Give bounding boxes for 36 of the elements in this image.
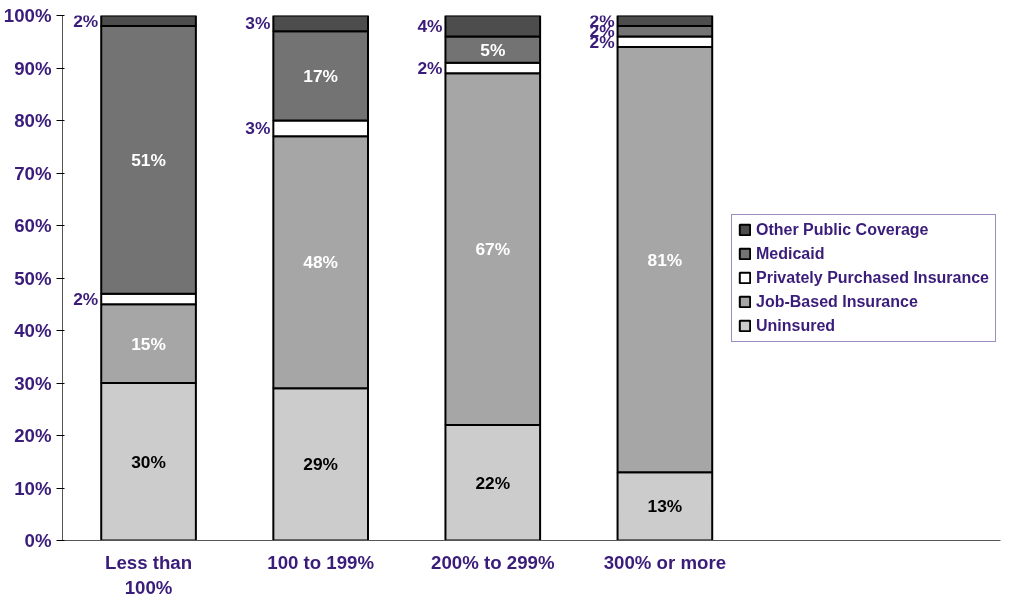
data-label: 51% bbox=[131, 149, 166, 170]
legend-label: Job-Based Insurance bbox=[756, 292, 918, 311]
y-tick-label: 10% bbox=[14, 477, 52, 499]
x-tick-label: 100 to 199% bbox=[267, 551, 375, 573]
data-label: 4% bbox=[417, 16, 443, 36]
data-label: 5% bbox=[480, 39, 506, 60]
data-label: 2% bbox=[417, 58, 443, 78]
y-tick-label: 90% bbox=[14, 57, 52, 79]
y-tick-label: 20% bbox=[14, 425, 52, 446]
y-tick-label: 60% bbox=[14, 215, 52, 236]
data-label: 3% bbox=[245, 118, 271, 139]
y-tick-label: 80% bbox=[14, 110, 52, 131]
legend-label: Medicaid bbox=[756, 244, 825, 263]
data-label: 67% bbox=[475, 239, 511, 260]
legend-label: Privately Purchased Insurance bbox=[756, 268, 989, 287]
data-label: 29% bbox=[303, 454, 339, 475]
data-label: 13% bbox=[647, 496, 683, 517]
legend-label: Uninsured bbox=[756, 316, 836, 335]
x-tick-label: 200% to 299% bbox=[431, 551, 555, 573]
data-label: 17% bbox=[303, 65, 339, 86]
data-label: 81% bbox=[647, 249, 683, 270]
y-tick-label: 40% bbox=[14, 320, 52, 341]
y-tick-label: 0% bbox=[24, 530, 52, 551]
y-tick-label: 30% bbox=[14, 372, 52, 394]
y-tick-label: 70% bbox=[14, 162, 52, 184]
legend-label: Other Public Coverage bbox=[756, 220, 929, 239]
x-tick-label: 300% or more bbox=[603, 551, 727, 573]
data-label: 48% bbox=[303, 252, 339, 273]
data-label: 22% bbox=[475, 472, 511, 493]
data-label: 15% bbox=[131, 333, 166, 354]
data-label: 2% bbox=[73, 289, 99, 309]
y-tick-label: 50% bbox=[14, 267, 52, 289]
x-tick-label: Less than 100% bbox=[105, 551, 193, 598]
y-tick-label: 100% bbox=[3, 5, 52, 26]
data-label: 3% bbox=[245, 13, 271, 34]
data-label: 30% bbox=[131, 451, 166, 472]
